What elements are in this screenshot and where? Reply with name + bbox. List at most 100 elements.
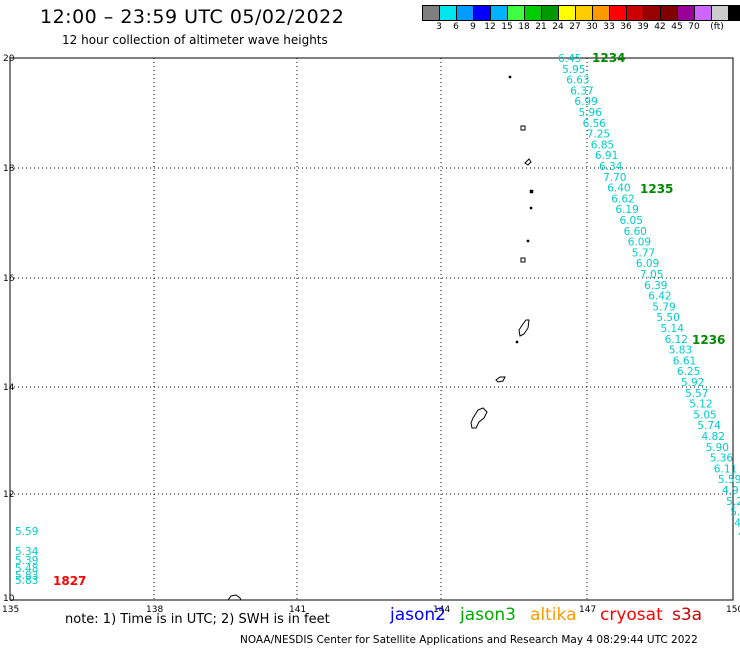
track-value-label: 5.96: [579, 107, 603, 119]
island-anatahan: [520, 257, 526, 263]
track-value-label: 6.56: [583, 118, 607, 130]
satellite-legend-item: cryosat: [600, 605, 663, 625]
track-value-label: 4.9: [738, 528, 740, 540]
track-value-label: 5.83: [15, 575, 38, 587]
island-saipan: [518, 319, 530, 337]
color-swatch: [542, 6, 559, 20]
color-swatch: [440, 6, 457, 20]
track-value-label: 5.36: [710, 453, 734, 465]
island-guam: [470, 407, 488, 429]
color-swatch: [559, 6, 576, 20]
track-value-label: 6.37: [570, 85, 593, 97]
color-scale-label: 70: [688, 22, 700, 32]
color-swatch: [712, 6, 729, 20]
color-swatch: [576, 6, 593, 20]
color-scale-label: 21: [535, 22, 547, 32]
track-value-label: 6.63: [566, 75, 589, 87]
satellite-legend-item: s3a: [672, 605, 703, 625]
track-value-label: 7.05: [640, 269, 663, 281]
track-value-label: 6.91: [595, 150, 618, 162]
color-swatch: [644, 6, 661, 20]
color-swatch: [610, 6, 627, 20]
track-value-label: 5.39: [15, 555, 38, 567]
track-pass-label: 1234: [592, 51, 625, 65]
color-scale-label: 45: [671, 22, 683, 32]
island-palau: [227, 594, 242, 601]
track-value-label: 5.79: [652, 301, 675, 313]
track-value-label: 5.74: [697, 420, 721, 432]
color-swatch: [661, 6, 678, 20]
track-value-label: 5.12: [689, 399, 712, 411]
track-value-label: 4.91: [722, 485, 740, 497]
color-scale-label: 24: [552, 22, 564, 32]
y-tick-label: 16: [3, 274, 15, 284]
color-scale-label: 9: [470, 22, 476, 32]
color-swatch: [457, 6, 474, 20]
satellite-legend-item: jason2: [390, 605, 446, 625]
track-value-label: 6.61: [673, 355, 696, 367]
track-pass-label: 1235: [640, 182, 673, 196]
track-value-label: 5.92: [681, 377, 704, 389]
track-value-label: 6.62: [611, 193, 634, 205]
page-subtitle: 12 hour collection of altimeter wave hei…: [62, 33, 328, 47]
color-scale-label: (ft): [710, 22, 724, 32]
track-value-label: 5.34: [15, 546, 39, 558]
track-value-label: 6.42: [648, 291, 671, 303]
x-tick-label: 141: [289, 605, 306, 615]
y-tick-label: 18: [3, 164, 15, 174]
track-value-label: 5.24: [726, 496, 740, 508]
track-value-label: 6.25: [677, 366, 700, 378]
track-value-label: 5.90: [706, 442, 729, 454]
color-swatch: [525, 6, 542, 20]
track-value-label: 5.48: [15, 563, 38, 575]
island-farallon: [508, 75, 512, 79]
track-value-label: 5.57: [685, 388, 708, 400]
track-value-label: 5.59: [718, 474, 740, 486]
track-value-label: 5.83: [15, 570, 38, 582]
color-scale-label: 15: [501, 22, 513, 32]
island-asuncion: [520, 125, 526, 131]
color-swatch: [593, 6, 610, 20]
track-value-label: 6.45: [558, 53, 581, 65]
track-value-label: 6.99: [574, 96, 597, 108]
color-scale-label: 6: [453, 22, 459, 32]
track-value-label: 6.40: [607, 183, 630, 195]
color-scale-label: 12: [484, 22, 496, 32]
island-agrihan: [524, 158, 532, 166]
track-value-label: 6.12: [665, 334, 688, 346]
footer-credit: NOAA/NESDIS Center for Satellite Applica…: [240, 634, 698, 646]
island-tinian: [515, 340, 519, 344]
color-scale-label: 33: [603, 22, 615, 32]
color-swatch: [678, 6, 695, 20]
color-scale-label: 30: [586, 22, 598, 32]
track-value-label: 6.05: [620, 215, 643, 227]
y-tick-label: 12: [3, 490, 14, 500]
x-tick-label: 144: [433, 605, 450, 615]
track-value-label: 4.88: [734, 517, 740, 529]
track-value-label: 5.05: [693, 409, 716, 421]
track-value-label: 7.25: [587, 129, 610, 141]
x-tick-label: 150: [726, 605, 740, 615]
island-sarigan: [526, 239, 530, 243]
satellite-legend-item: jason3: [460, 605, 516, 625]
color-swatch: [491, 6, 508, 20]
color-swatch: [474, 6, 491, 20]
y-tick-label: 14: [3, 383, 15, 393]
map-frame: [9, 57, 734, 601]
color-swatch: [423, 6, 440, 20]
legend-note: note: 1) Time is in UTC; 2) SWH is in fe…: [65, 612, 330, 627]
color-scale-label: 27: [569, 22, 581, 32]
track-value-label: 5.50: [656, 312, 679, 324]
track-value-label: 6.39: [644, 280, 667, 292]
island-pagan: [529, 189, 534, 194]
track-pass-label: 1827: [53, 574, 86, 588]
track-value-label: 6.85: [591, 139, 614, 151]
track-value-label: 6.60: [624, 226, 647, 238]
track-pass-label: 1236: [692, 333, 725, 347]
track-value-label: 6.11: [714, 463, 737, 475]
color-swatch: [627, 6, 644, 20]
color-scale-bar: [422, 5, 740, 21]
y-tick-label: 10: [3, 594, 15, 604]
track-value-label: 6.09: [636, 258, 659, 270]
